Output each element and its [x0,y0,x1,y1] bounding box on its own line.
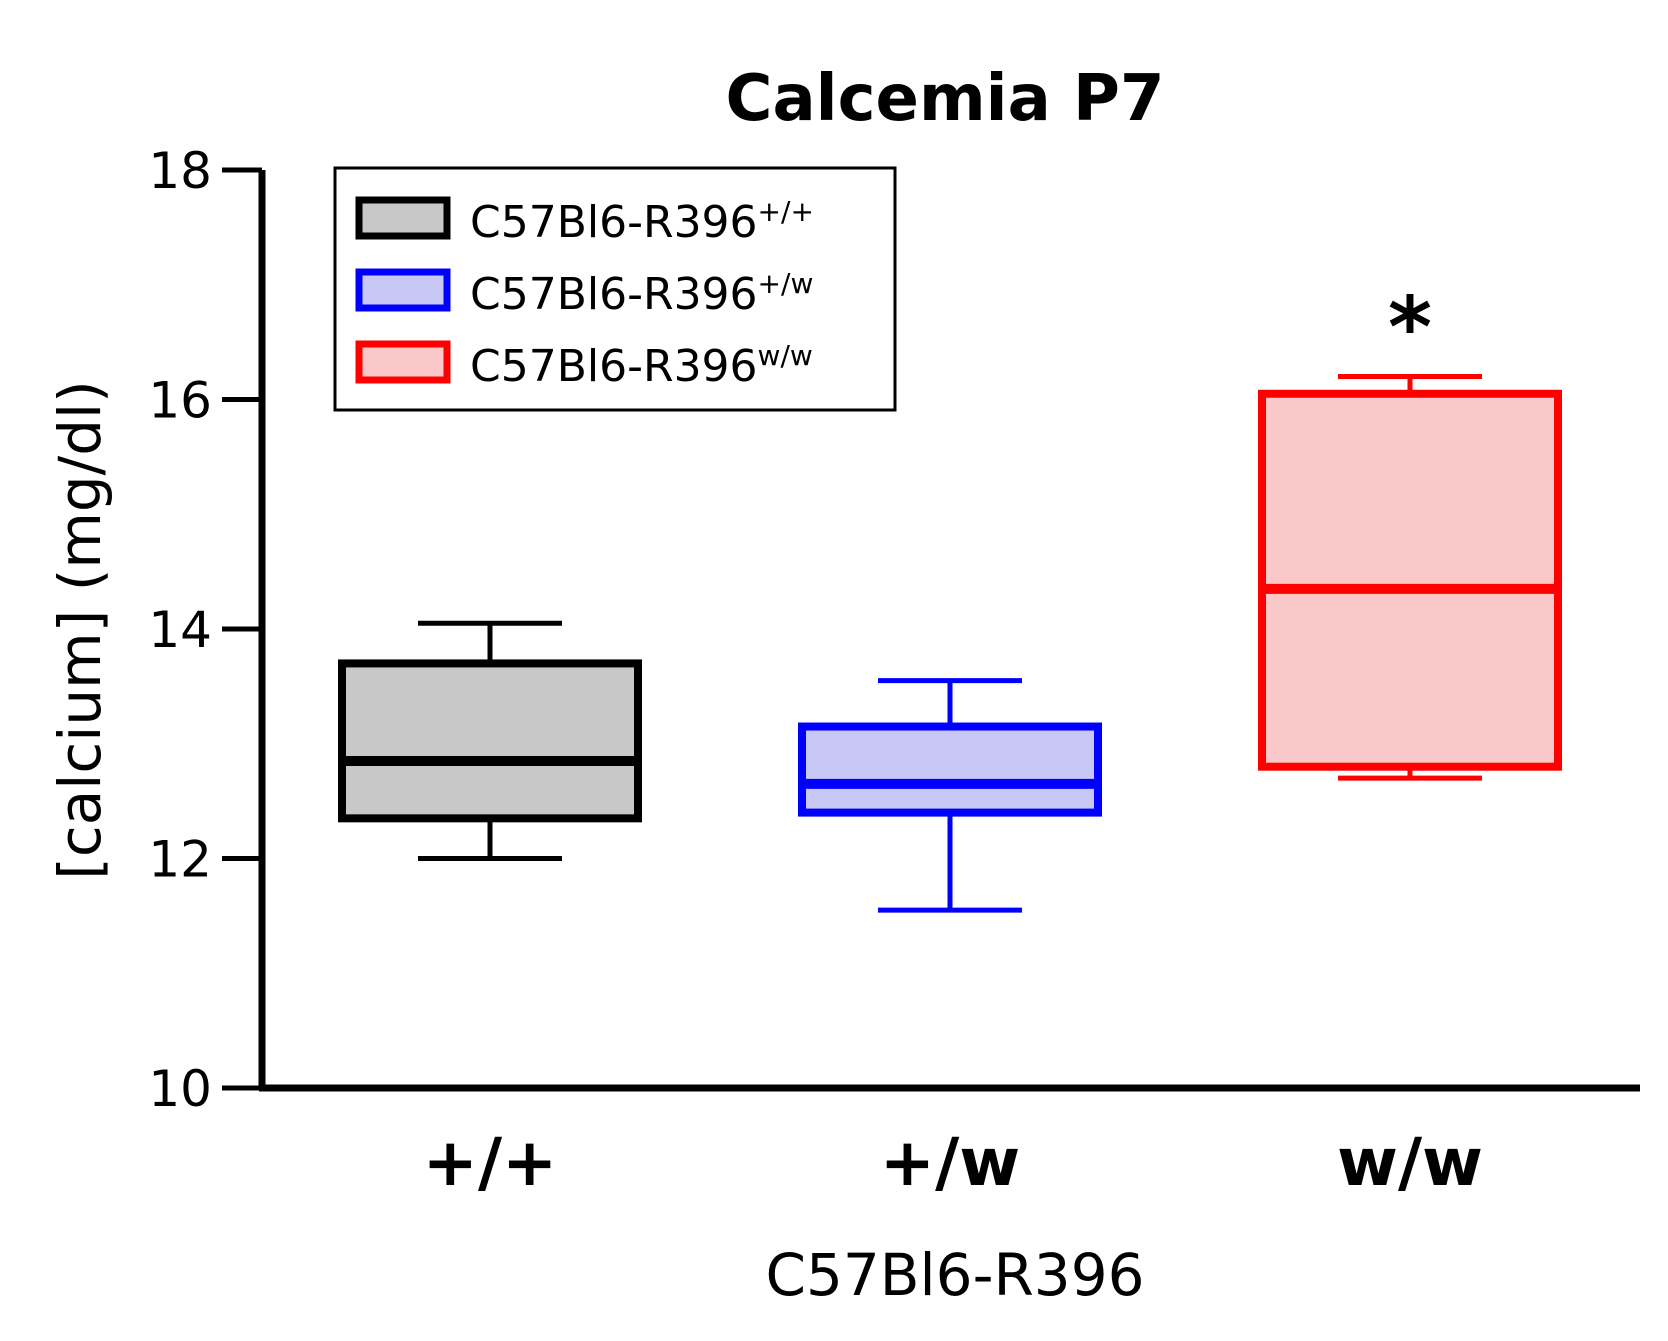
chart-title: Calcemia P7 [726,62,1165,136]
y-axis-label: [calcium] (mg/dl) [46,380,114,880]
legend-entry-3: C57Bl6-R396w/w [355,339,813,392]
legend-superscript: +/+ [758,195,814,228]
legend-entry-1: C57Bl6-R396+/+ [355,195,814,248]
legend-swatch [355,196,451,240]
legend-superscript: w/w [758,339,813,372]
y-tick-label-18: 18 [148,142,212,200]
legend-label: C57Bl6-R396+/+ [470,195,814,248]
box-group-2 [798,678,1102,913]
box-group-3: * [1258,279,1562,781]
legend: C57Bl6-R396+/+ C57Bl6-R396+/w C57Bl6-R396w… [333,166,897,412]
legend-label: C57Bl6-R396w/w [470,339,813,392]
significance-marker: * [1388,279,1432,377]
iqr-box [798,722,1102,817]
x-category-label-2: +/w [880,1124,1020,1201]
y-tick-label-14: 14 [148,601,212,659]
y-tick-label-16: 16 [148,372,212,430]
legend-swatch [355,340,451,384]
legend-swatch [355,268,451,312]
axes: 10 12 14 16 18 +/+ +/w w/w [148,142,1640,1201]
boxes: * [338,279,1562,913]
y-tick-label-12: 12 [148,831,212,889]
legend-superscript: +/w [758,267,814,300]
x-category-label-1: +/+ [423,1124,558,1201]
legend-label: C57Bl6-R396+/w [470,267,813,320]
x-category-label-3: w/w [1337,1124,1483,1201]
legend-entry-2: C57Bl6-R396+/w [355,267,813,320]
box-group-1 [338,620,642,861]
iqr-box [1258,389,1562,771]
y-tick-label-10: 10 [148,1060,212,1118]
x-axis-label: C57Bl6-R396 [765,1241,1144,1309]
iqr-box [338,659,642,823]
